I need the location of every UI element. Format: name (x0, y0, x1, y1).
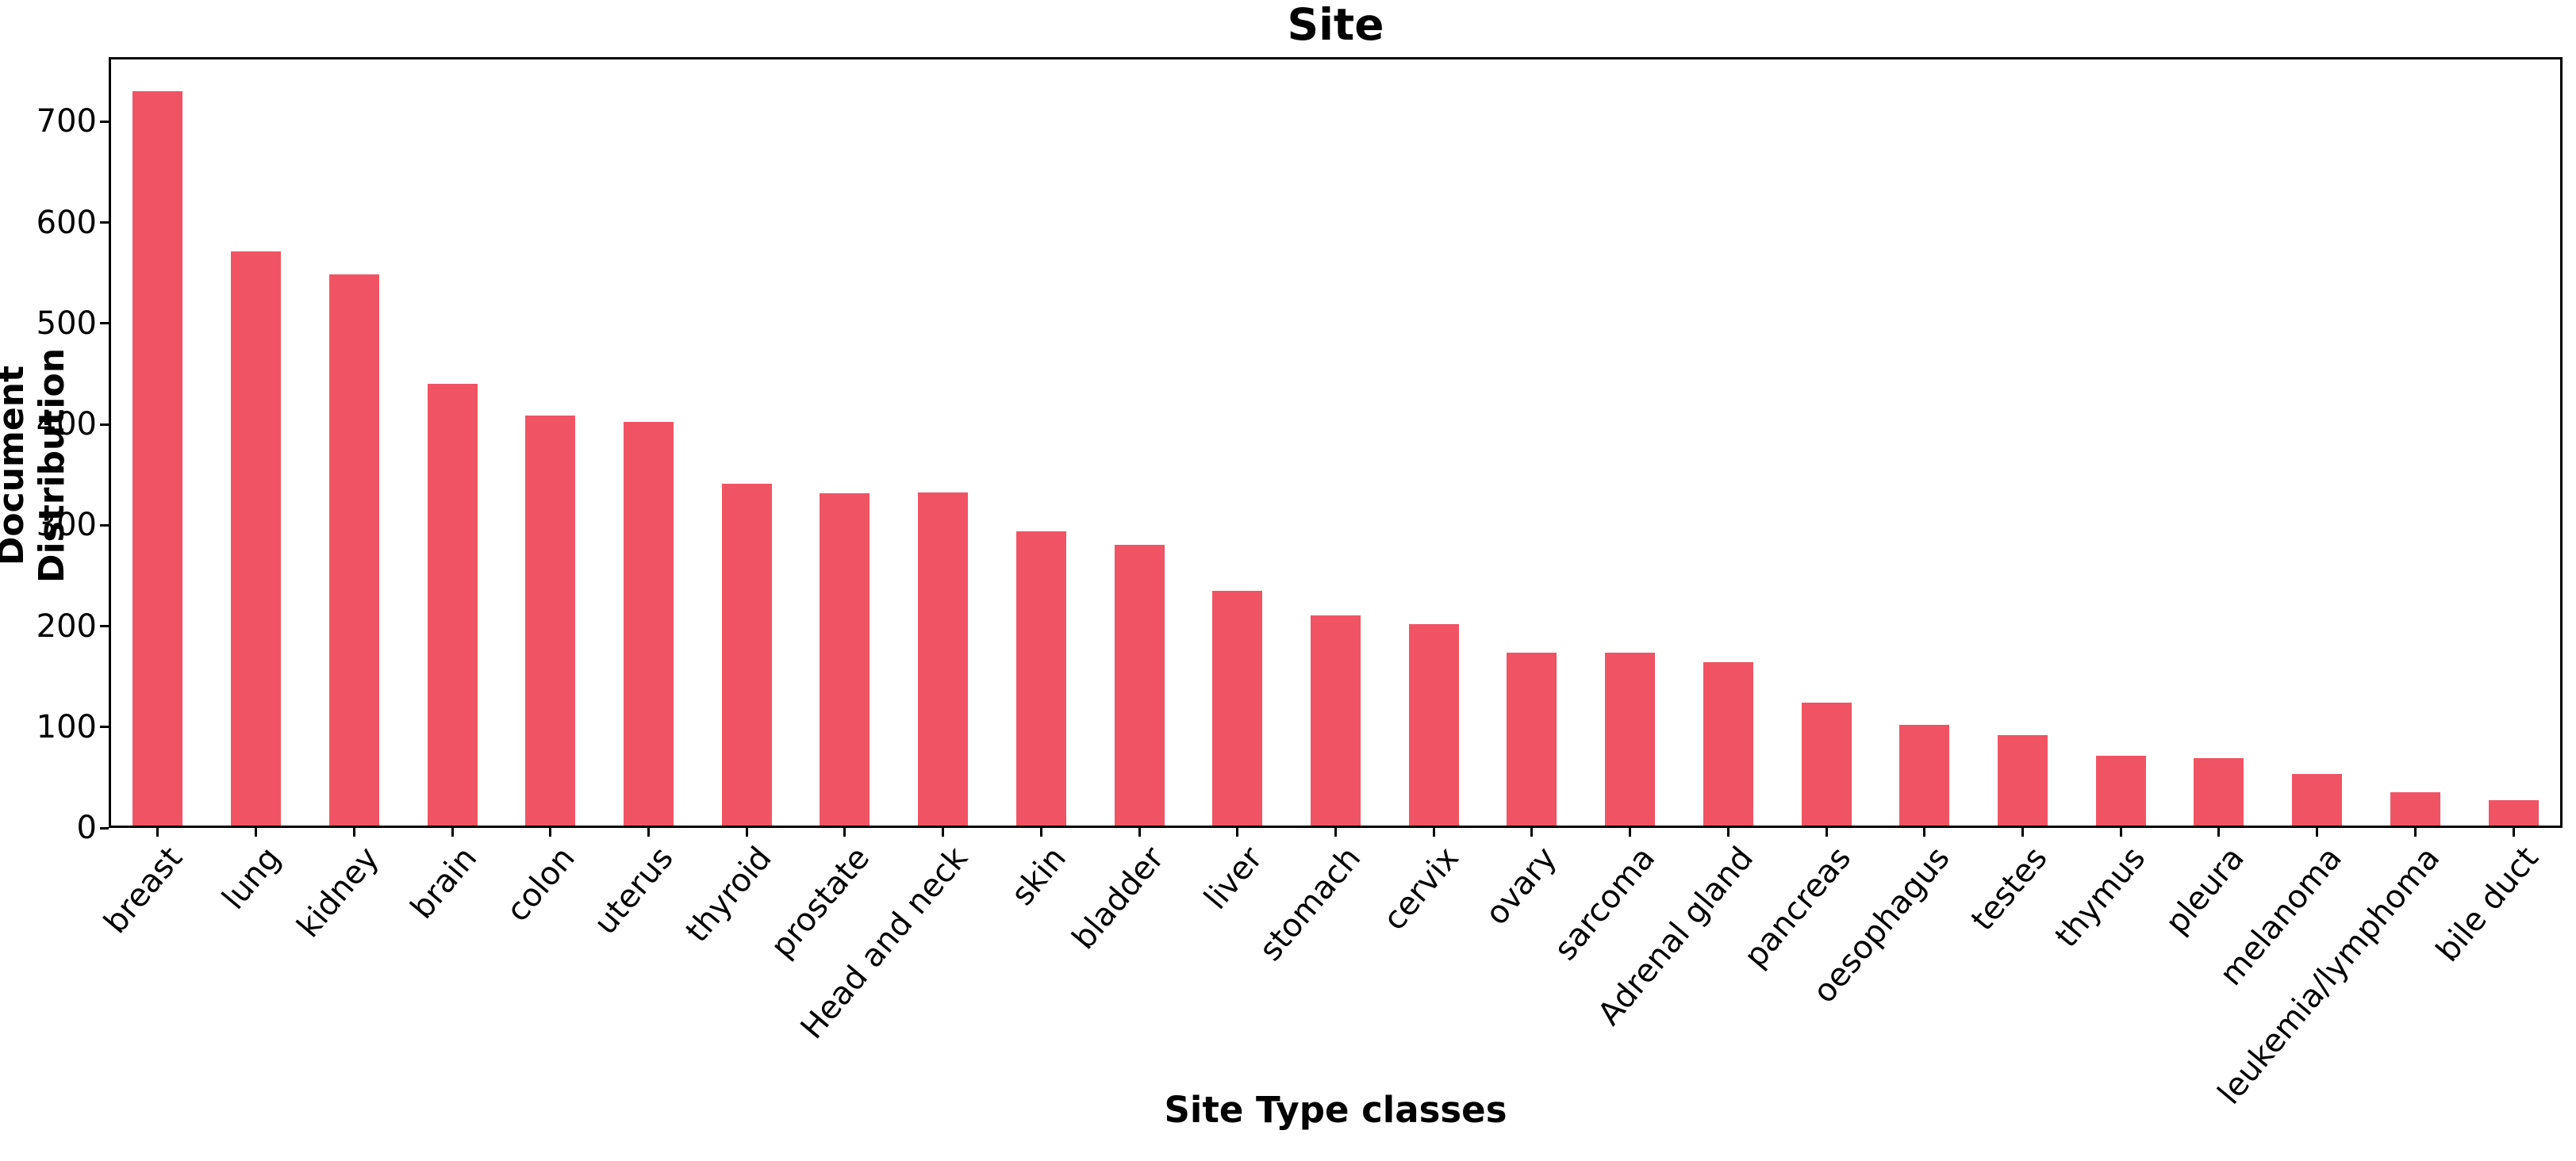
y-tick-label: 600 (36, 204, 97, 241)
y-tick-mark (100, 120, 109, 123)
x-tick-mark (1432, 828, 1435, 837)
x-tick-mark (549, 828, 552, 837)
x-tick-mark (1923, 828, 1926, 837)
bar (2194, 757, 2244, 826)
y-tick-label: 500 (36, 305, 97, 342)
y-tick-mark (100, 322, 109, 325)
x-tick-mark (1334, 828, 1337, 837)
bar (2292, 774, 2343, 826)
bar (1899, 724, 1950, 826)
bar (1015, 531, 1066, 826)
y-tick-label: 400 (36, 406, 97, 443)
y-tick-mark (100, 625, 109, 628)
x-tick-mark (1236, 828, 1239, 837)
y-axis-label: Document Distribution (0, 347, 72, 584)
x-tick-mark (1726, 828, 1729, 837)
x-tick-mark (1138, 828, 1141, 837)
bar (721, 483, 772, 826)
x-tick-mark (1530, 828, 1534, 837)
y-tick-label: 700 (36, 103, 97, 140)
x-tick-mark (2217, 828, 2221, 837)
bar (1408, 623, 1459, 826)
x-tick-mark (255, 828, 258, 837)
y-tick-label: 300 (36, 507, 97, 544)
x-tick-mark (1825, 828, 1828, 837)
y-tick-label: 100 (36, 708, 97, 745)
bar (1212, 590, 1263, 826)
x-tick-mark (2512, 828, 2515, 837)
x-tick-mark (2316, 828, 2319, 837)
bar (427, 383, 478, 826)
bar (2095, 756, 2146, 826)
y-tick-mark (100, 826, 109, 830)
bar (525, 416, 576, 826)
x-tick-mark (2119, 828, 2122, 837)
y-tick-label: 200 (36, 607, 97, 645)
x-tick-mark (942, 828, 945, 837)
x-tick-mark (1629, 828, 1632, 837)
bar (1605, 653, 1656, 826)
x-tick-mark (647, 828, 650, 837)
y-tick-mark (100, 221, 109, 224)
bar (1507, 653, 1557, 826)
bar (2488, 800, 2539, 826)
bar (1703, 661, 1753, 826)
y-tick-mark (100, 726, 109, 729)
y-tick-mark (100, 523, 109, 527)
bar (1801, 702, 1852, 826)
x-axis-label: Site Type classes (1164, 1089, 1507, 1131)
bar (623, 422, 674, 826)
x-tick-mark (156, 828, 159, 837)
x-tick-mark (352, 828, 355, 837)
bar (1311, 615, 1361, 826)
y-tick-mark (100, 423, 109, 426)
bar (2390, 792, 2440, 826)
bar (1114, 545, 1165, 826)
bar (231, 251, 282, 826)
x-tick-mark (1039, 828, 1042, 837)
bars-layer (111, 59, 2560, 826)
chart-title: Site (1287, 0, 1384, 50)
bar (1998, 734, 2048, 826)
x-tick-mark (2413, 828, 2417, 837)
plot-area (109, 57, 2563, 828)
x-tick-mark (745, 828, 748, 837)
bar (328, 274, 379, 826)
bar (132, 90, 183, 826)
y-tick-label: 0 (76, 810, 97, 846)
bar (820, 493, 870, 826)
x-tick-mark (2021, 828, 2025, 837)
x-tick-mark (843, 828, 847, 837)
x-tick-mark (451, 828, 454, 837)
bar (918, 492, 969, 826)
